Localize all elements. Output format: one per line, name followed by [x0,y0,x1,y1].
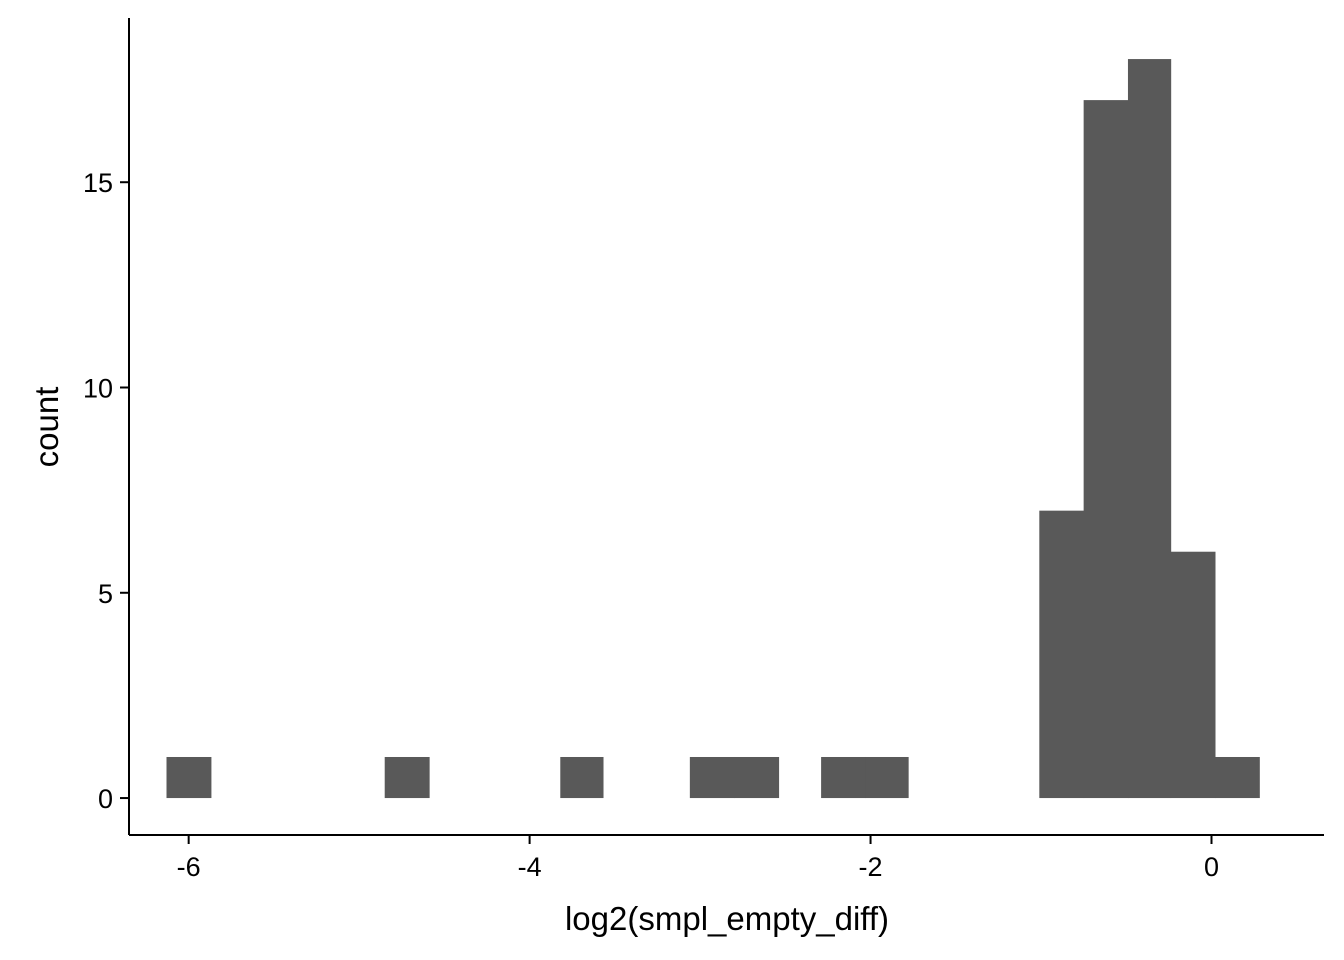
histogram-bar-0 [166,756,212,799]
x-tick-label: -6 [177,852,201,882]
histogram-bar-4 [734,756,780,799]
histogram-bar-5 [821,756,867,799]
x-axis-ticks: -6 -4 -2 0 [177,835,1219,882]
y-tick-label: 15 [83,168,113,198]
histogram-bar-6 [865,756,909,799]
x-tick-label: -2 [859,852,883,882]
y-axis-ticks: 0 5 10 15 [83,168,129,814]
y-tick-label: 5 [98,579,113,609]
x-tick-label: -4 [518,852,542,882]
histogram-bar-9 [1127,59,1172,799]
histogram-bar-1 [384,756,430,799]
histogram-bar-11 [1214,756,1260,799]
y-tick-label: 0 [98,784,113,814]
histogram-bar-8 [1083,100,1129,799]
histogram-bar-10 [1170,551,1216,799]
x-tick-label: 0 [1204,852,1219,882]
histogram-bars [166,59,1260,799]
x-axis-title: log2(smpl_empty_diff) [565,900,889,937]
histogram-bar-7 [1039,510,1085,799]
y-tick-label: 10 [83,373,113,403]
histogram-bar-2 [560,756,604,799]
histogram-bar-3 [689,756,735,799]
y-axis-title: count [28,387,65,468]
